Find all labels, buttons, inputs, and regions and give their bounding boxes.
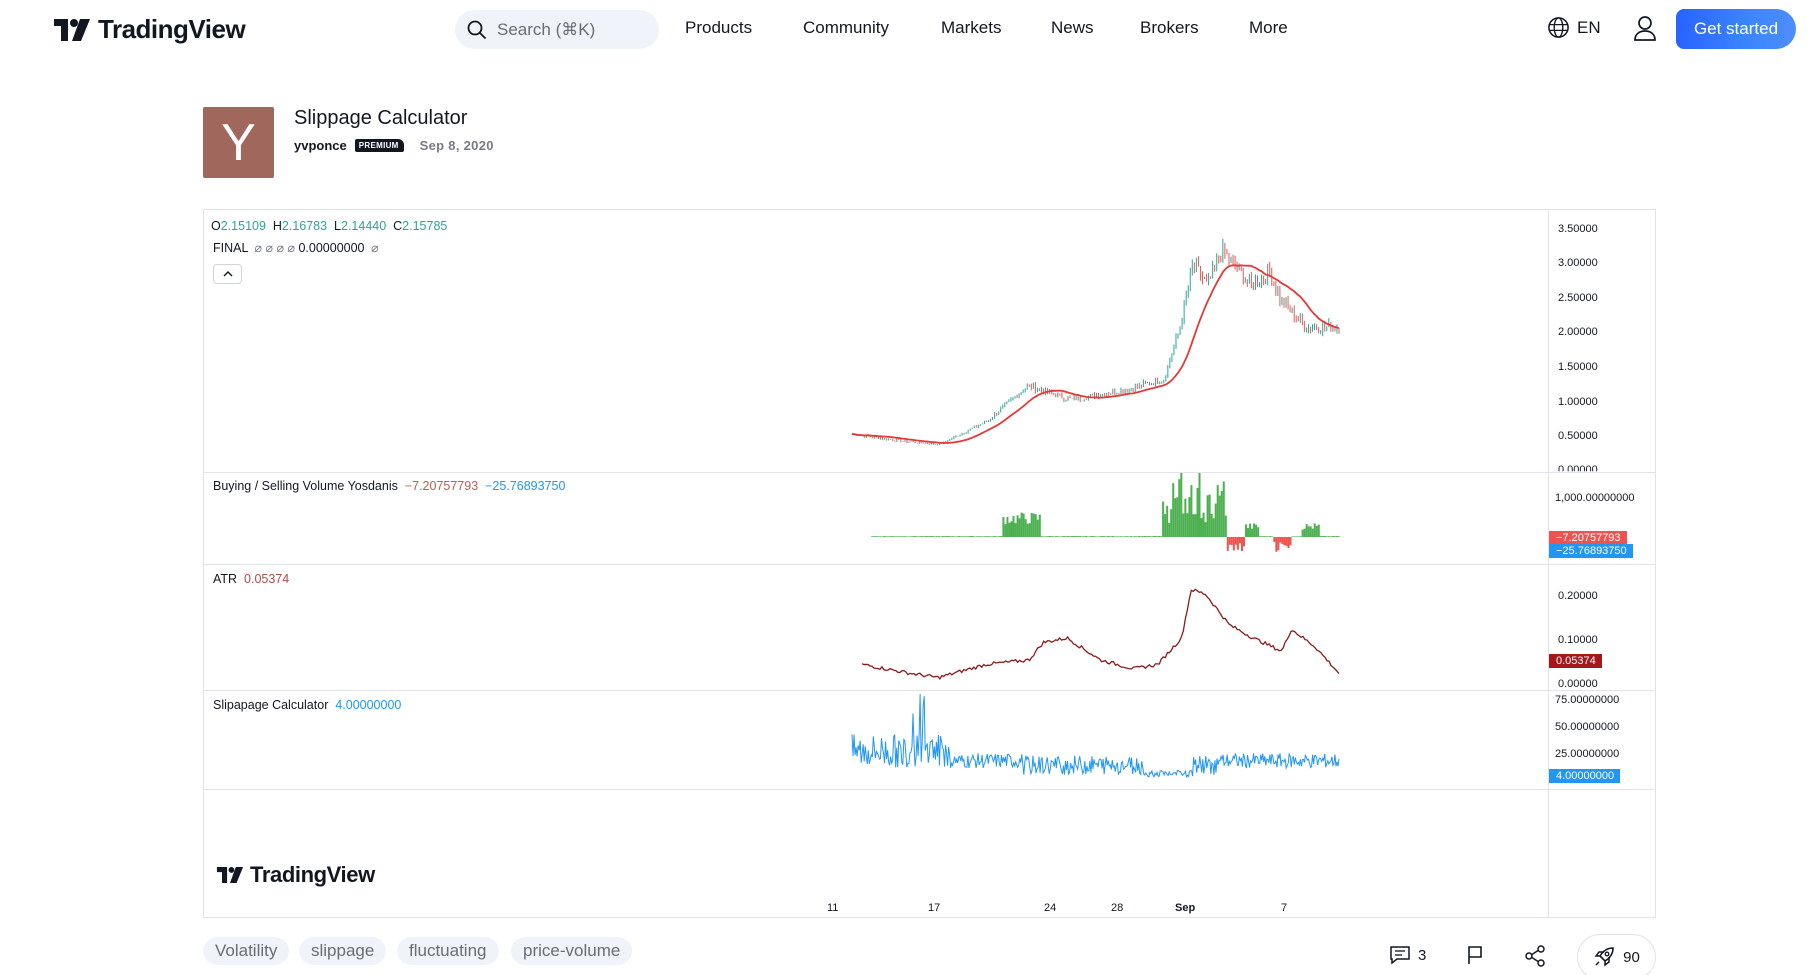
collapse-legend-button[interactable] — [213, 264, 242, 284]
price-tick: 2.50000 — [1558, 292, 1598, 304]
tradingview-watermark: TradingView — [216, 862, 375, 888]
pane-divider[interactable] — [204, 690, 1655, 691]
time-tick: 28 — [1111, 902, 1124, 914]
slippage-line — [851, 694, 1340, 779]
time-tick: 24 — [1044, 902, 1057, 914]
comments-count: 3 — [1418, 946, 1427, 964]
report-button[interactable] — [1466, 945, 1484, 965]
atr-legend: ATR 0.05374 — [213, 572, 290, 586]
slippage-tick: 50.00000000 — [1555, 721, 1620, 733]
volume-buy-badge: −25.76893750 — [1549, 544, 1633, 558]
search-box[interactable] — [455, 10, 659, 49]
idea-title: Slippage Calculator — [294, 107, 468, 129]
globe-icon — [1548, 17, 1569, 38]
price-tick: 1.50000 — [1558, 361, 1598, 373]
nav-products[interactable]: Products — [685, 18, 753, 37]
tradingview-logo-icon — [54, 18, 90, 41]
price-tick: 2.00000 — [1558, 326, 1598, 338]
ohlc-legend: O2.15109 H2.16783 L2.14440 C2.15785 — [211, 219, 448, 233]
boost-button[interactable]: 90 — [1577, 934, 1656, 975]
price-axis-divider — [1548, 210, 1549, 917]
language-label: EN — [1577, 17, 1601, 37]
tradingview-logo-icon — [216, 867, 244, 883]
slippage-pane[interactable] — [204, 691, 1548, 789]
tag-fluctuating[interactable]: fluctuating — [397, 937, 499, 965]
time-tick: 7 — [1281, 902, 1288, 914]
author-avatar[interactable]: Y — [203, 107, 274, 178]
atr-badge: 0.05374 — [1549, 654, 1602, 668]
nav-more[interactable]: More — [1249, 18, 1288, 37]
publish-date: Sep 8, 2020 — [419, 138, 494, 153]
user-menu[interactable] — [1633, 15, 1657, 46]
share-button[interactable] — [1524, 945, 1546, 967]
user-icon — [1634, 16, 1656, 41]
atr-line — [861, 588, 1340, 680]
atr-pane[interactable] — [204, 565, 1548, 690]
price-tick: 0.50000 — [1558, 430, 1598, 442]
pane-divider[interactable] — [204, 472, 1655, 473]
time-tick: 11 — [827, 902, 839, 914]
get-started-button[interactable]: Get started — [1676, 9, 1796, 49]
language-selector[interactable]: EN — [1547, 16, 1601, 39]
time-axis-divider — [204, 789, 1655, 790]
time-tick: 17 — [928, 902, 941, 914]
time-tick: Sep — [1175, 902, 1196, 914]
price-tick: 0.00000 — [1558, 464, 1598, 476]
share-icon — [1525, 945, 1545, 967]
atr-tick: 0.20000 — [1558, 590, 1598, 602]
logo-text: TradingView — [98, 14, 246, 44]
nav-news[interactable]: News — [1051, 18, 1094, 37]
author-row: yvponce PREMIUM Sep 8, 2020 — [294, 138, 494, 153]
comment-icon — [1390, 946, 1410, 965]
rocket-icon — [1594, 947, 1614, 967]
slippage-badge: 4.00000000 — [1549, 769, 1621, 783]
flag-icon — [1468, 946, 1482, 964]
pane-divider[interactable] — [204, 564, 1655, 565]
price-pane[interactable] — [204, 210, 1548, 515]
slippage-legend: Slipapage Calculator 4.00000000 — [213, 698, 402, 712]
search-icon — [467, 20, 487, 39]
atr-tick: 0.00000 — [1558, 678, 1598, 690]
logo[interactable]: TradingView — [54, 14, 246, 45]
tag-volatility[interactable]: Volatility — [203, 937, 290, 965]
atr-tick: 0.10000 — [1558, 634, 1598, 646]
comments-button[interactable]: 3 — [1389, 945, 1426, 965]
author-name[interactable]: yvponce — [294, 138, 347, 153]
price-tick: 3.50000 — [1558, 223, 1598, 235]
search-input[interactable] — [497, 19, 647, 40]
chart[interactable]: O2.15109 H2.16783 L2.14440 C2.15785 FINA… — [203, 209, 1656, 918]
moving-average-line — [851, 264, 1340, 444]
volume-sell-badge: −7.20757793 — [1549, 531, 1627, 545]
premium-badge: PREMIUM — [354, 139, 404, 152]
slippage-tick: 25.00000000 — [1555, 748, 1620, 760]
final-legend: FINAL ⌀ ⌀ ⌀ ⌀ 0.00000000 ⌀ — [213, 241, 379, 255]
nav-markets[interactable]: Markets — [941, 18, 1002, 37]
site-header: TradingView Products Community Markets N… — [0, 0, 1818, 58]
chevron-up-icon — [223, 271, 232, 277]
tag-price-volume[interactable]: price-volume — [511, 937, 633, 965]
price-tick: 3.00000 — [1558, 257, 1598, 269]
price-tick: 1.00000 — [1558, 396, 1598, 408]
boost-count: 90 — [1623, 948, 1640, 966]
volume-pane[interactable] — [204, 473, 1548, 564]
tag-slippage[interactable]: slippage — [299, 937, 387, 965]
nav-community[interactable]: Community — [803, 18, 889, 37]
slippage-tick: 75.00000000 — [1555, 694, 1620, 706]
volume-tick: 1,000.00000000 — [1555, 492, 1635, 504]
nav-brokers[interactable]: Brokers — [1140, 18, 1199, 37]
volume-legend: Buying / Selling Volume Yosdanis −7.2075… — [213, 479, 566, 493]
